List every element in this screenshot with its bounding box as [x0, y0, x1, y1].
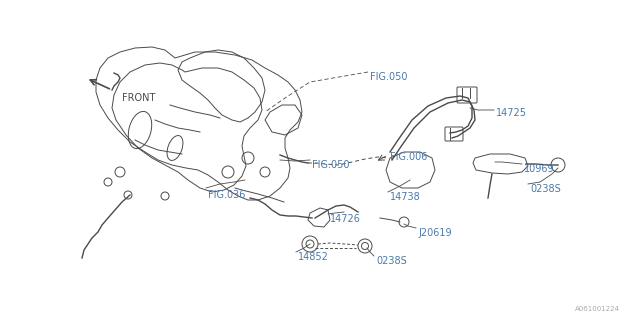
Text: 0238S: 0238S [530, 184, 561, 194]
Text: FIG.036: FIG.036 [208, 190, 245, 200]
Text: 10969: 10969 [524, 164, 555, 174]
Text: FIG.050: FIG.050 [370, 72, 408, 82]
Text: 14725: 14725 [496, 108, 527, 118]
Text: FIG.050: FIG.050 [312, 160, 349, 170]
Text: FRONT: FRONT [122, 93, 156, 103]
Text: 0238S: 0238S [376, 256, 407, 266]
Text: A061001224: A061001224 [575, 306, 620, 312]
Text: J20619: J20619 [418, 228, 452, 238]
Text: 14852: 14852 [298, 252, 329, 262]
Text: 14726: 14726 [330, 214, 361, 224]
Text: FIG.006: FIG.006 [390, 152, 428, 162]
Text: 14738: 14738 [390, 192, 420, 202]
